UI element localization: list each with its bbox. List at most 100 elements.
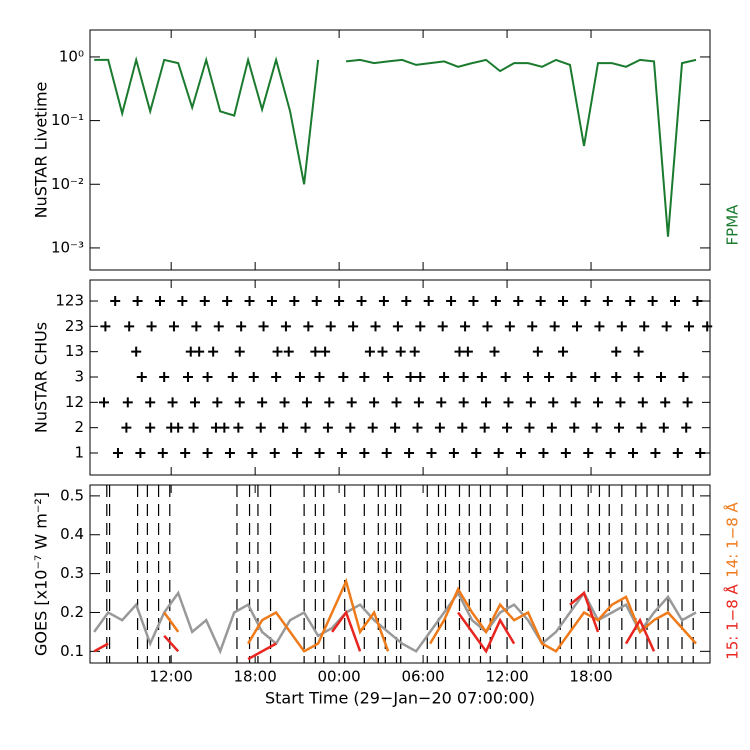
chu-marker: [311, 296, 322, 307]
y-tick-label: 1: [74, 444, 84, 462]
chu-marker: [504, 321, 515, 332]
chu-marker: [314, 372, 325, 383]
chu-marker: [670, 296, 681, 307]
chu-marker: [98, 397, 109, 408]
chu-marker: [639, 321, 650, 332]
chu-marker: [500, 372, 511, 383]
chu-marker: [535, 296, 546, 307]
panel-frame: [89, 29, 711, 271]
chu-marker: [580, 296, 591, 307]
chu-marker: [346, 397, 357, 408]
chu-marker: [364, 346, 375, 357]
chu-marker: [611, 346, 622, 357]
chu-marker: [460, 321, 471, 332]
series-line: [94, 56, 697, 237]
chu-marker: [516, 448, 527, 458]
chu-marker: [682, 397, 693, 408]
chu-marker: [177, 296, 188, 307]
chu-marker: [549, 321, 560, 332]
chu-marker: [257, 397, 268, 408]
chu-marker: [191, 321, 202, 332]
chu-marker: [560, 448, 571, 458]
chu-marker: [566, 372, 577, 383]
chu-marker: [446, 296, 457, 307]
chu-marker: [695, 448, 706, 458]
series-line: [93, 590, 697, 655]
chu-marker: [628, 448, 639, 458]
chu-marker: [409, 346, 420, 357]
legend-label: 15: 1−8 Å: [723, 583, 742, 659]
chu-marker: [180, 448, 191, 458]
chu-marker: [283, 346, 294, 357]
chu-marker: [672, 448, 683, 458]
chu-marker: [572, 321, 583, 332]
chu-marker: [594, 321, 605, 332]
series-line: [163, 577, 697, 653]
y-tick-label: 23: [65, 317, 84, 335]
chu-marker: [558, 296, 569, 307]
y-tick-label: 2: [74, 418, 84, 436]
chu-marker: [658, 422, 669, 433]
chu-marker: [279, 397, 290, 408]
chu-marker: [294, 372, 305, 383]
chu-marker: [413, 397, 424, 408]
chu-marker: [457, 422, 468, 433]
chu-marker: [436, 397, 447, 408]
chu-marker: [159, 372, 170, 383]
chu-marker: [146, 321, 157, 332]
chu-marker: [224, 448, 235, 458]
x-tick-label: 18:00: [234, 668, 277, 686]
chu-marker: [660, 397, 671, 408]
chu-marker: [479, 422, 490, 433]
chu-marker: [255, 422, 266, 433]
chu-marker: [145, 397, 156, 408]
y-tick-label: 12: [65, 393, 84, 411]
panel-frame: [89, 484, 711, 664]
chu-marker: [381, 448, 392, 458]
chu-marker: [681, 422, 692, 433]
chu-marker: [481, 397, 492, 408]
chu-marker: [462, 346, 473, 357]
chu-marker: [448, 448, 459, 458]
chu-marker: [124, 321, 135, 332]
chu-marker: [289, 296, 300, 307]
chu-marker: [154, 296, 165, 307]
chu-marker: [383, 372, 394, 383]
chu-marker: [502, 422, 513, 433]
chu-marker: [378, 296, 389, 307]
chu-marker: [202, 372, 213, 383]
chu-marker: [401, 296, 412, 307]
y-tick-label: 13: [65, 342, 84, 360]
chu-marker: [605, 448, 616, 458]
chu-marker: [227, 372, 238, 383]
chu-marker: [437, 321, 448, 332]
y-axis-label: NuSTAR CHUs: [32, 322, 51, 433]
chu-marker: [392, 321, 403, 332]
chu-marker: [324, 397, 335, 408]
chu-marker: [236, 321, 247, 332]
chu-marker: [338, 372, 349, 383]
x-tick-label: 06:00: [401, 668, 444, 686]
chu-marker: [336, 448, 347, 458]
chu-marker: [583, 448, 594, 458]
x-tick-label: 18:00: [569, 668, 612, 686]
chu-marker: [390, 422, 401, 433]
chu-marker: [538, 448, 549, 458]
chu-marker: [145, 422, 156, 433]
y-tick-label: 10⁰: [59, 47, 84, 65]
chu-marker: [135, 448, 146, 458]
chu-marker: [692, 296, 703, 307]
chu-marker: [121, 422, 132, 433]
chu-marker: [656, 372, 667, 383]
chu-marker: [527, 321, 538, 332]
chu-marker: [269, 448, 280, 458]
chu-marker: [322, 422, 333, 433]
chu-marker: [314, 448, 325, 458]
chu-marker: [233, 422, 244, 433]
chu-marker: [493, 448, 504, 458]
chu-marker: [212, 397, 223, 408]
chu-marker: [222, 296, 233, 307]
chu-marker: [423, 296, 434, 307]
chu-marker: [132, 296, 143, 307]
chu-marker: [458, 372, 469, 383]
